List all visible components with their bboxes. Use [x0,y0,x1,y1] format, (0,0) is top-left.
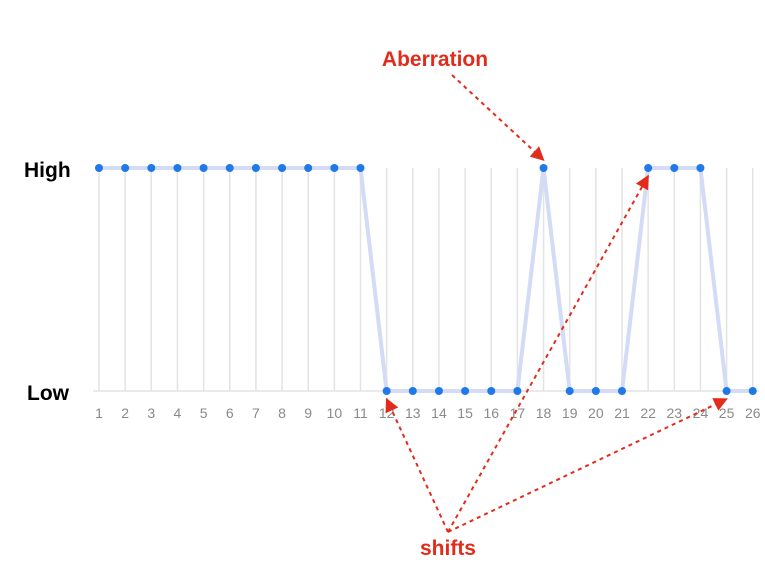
series-line [99,166,753,393]
data-point-21 [618,387,626,395]
x-tick-label: 3 [147,405,155,421]
data-point-8 [278,164,287,172]
data-point-20 [591,387,600,395]
data-point-18 [539,164,548,172]
data-point-25 [722,387,731,395]
x-tick-label: 21 [614,405,630,421]
annotation-arrow-18 [451,74,545,161]
x-axis-ticks: 1 2 3 4 5 6 7 8 9 10 11 12 13 14 15 16 17 18 19 20 21 22 23 24 2… [95,405,761,421]
x-tick-label: 2 [121,405,129,421]
data-point-6 [225,164,234,172]
data-point-23 [670,164,679,172]
x-tick-label: 14 [431,405,447,421]
x-tick-label: 26 [745,405,761,421]
data-point-12 [382,387,391,395]
data-point-16 [487,387,496,395]
y-label-high: High [24,159,71,182]
data-point-14 [434,387,443,395]
x-tick-label: 5 [200,405,208,421]
x-tick-label: 11 [353,405,368,421]
data-point-17 [513,387,522,395]
grid-lines [93,168,759,392]
annotation-label: shifts [420,537,476,560]
data-point-11 [356,164,365,172]
annotations: Aberration shifts [382,48,728,560]
x-tick-label: 1 [95,405,103,421]
x-tick-label: 24 [693,405,709,421]
data-point-9 [304,164,313,172]
annotation-label: Aberration [382,48,488,71]
data-point-4 [173,164,182,172]
data-point-15 [461,387,470,395]
x-tick-label: 22 [640,405,656,421]
annotation-arrow-25 [447,398,728,533]
data-point-10 [330,164,339,172]
x-tick-label: 6 [226,405,234,421]
y-label-low: Low [27,382,70,405]
x-tick-label: 7 [252,405,260,421]
x-tick-label: 23 [667,405,683,421]
data-point-24 [696,164,705,172]
data-point-7 [251,164,260,172]
x-tick-label: 25 [719,405,735,421]
data-point-5 [199,164,208,172]
x-tick-label: 19 [562,405,578,421]
x-tick-label: 18 [536,405,552,421]
x-tick-label: 17 [510,405,526,421]
series [95,164,757,395]
x-tick-label: 4 [174,405,182,421]
data-point-1 [95,164,103,172]
data-point-13 [408,387,417,395]
x-tick-label: 10 [327,405,343,421]
data-point-3 [147,164,156,172]
x-tick-label: 15 [457,405,473,421]
data-point-19 [565,387,574,395]
x-tick-label: 9 [304,405,312,421]
x-tick-label: 8 [278,405,286,421]
annotation-arrow-12 [385,397,449,533]
data-point-26 [748,387,757,395]
x-tick-label: 16 [483,405,499,421]
annotation-arrow-22 [447,174,650,533]
x-tick-label: 20 [588,405,604,421]
x-tick-label: 13 [405,405,421,421]
data-point-2 [121,164,130,172]
data-point-22 [644,164,653,172]
